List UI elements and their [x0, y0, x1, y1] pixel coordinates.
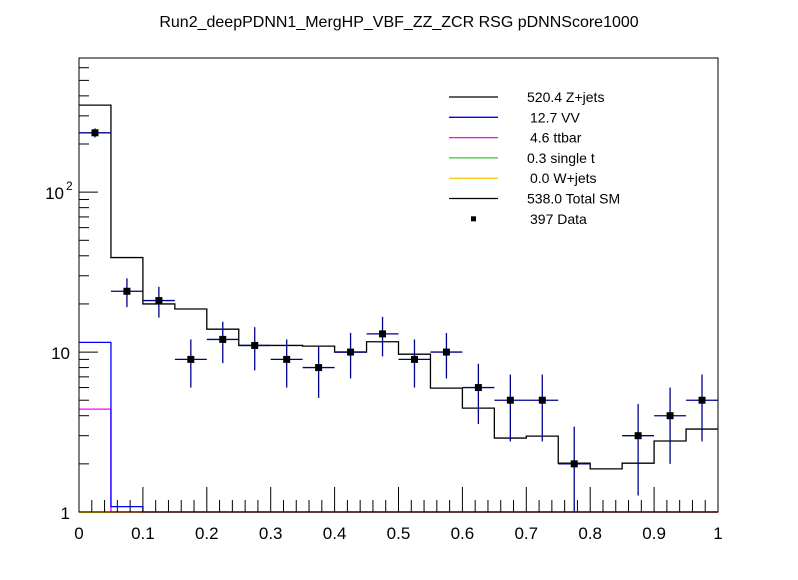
x-tick-label: 0.2 [195, 524, 219, 543]
legend-label: 4.6 ttbar [530, 130, 582, 146]
data-point [506, 396, 514, 404]
x-tick-label: 0.4 [323, 524, 347, 543]
x-tick-label: 1 [713, 524, 722, 543]
x-tick-label: 0.9 [642, 524, 666, 543]
x-tick-label: 0.7 [514, 524, 538, 543]
y-tick-label: 10 [45, 184, 64, 203]
data-point [91, 129, 99, 137]
data-point [219, 335, 227, 343]
legend-label: 12.7 VV [530, 109, 580, 125]
x-tick-label: 0.6 [451, 524, 475, 543]
data-point [155, 297, 163, 305]
data-point [283, 355, 291, 363]
series-total-sm [79, 104, 718, 470]
data-point [410, 355, 418, 363]
data-point [474, 384, 482, 392]
data-point [698, 396, 706, 404]
data-point [347, 348, 355, 356]
data-point [570, 460, 578, 468]
data-point [634, 432, 642, 440]
legend: 520.4 Z+jets 12.7 VV 4.6 ttbar 0.3 single t… [449, 89, 620, 227]
x-tick-label: 0 [74, 524, 83, 543]
data-point [187, 355, 195, 363]
data-point [379, 330, 387, 338]
data-point [123, 287, 131, 295]
plot-area [79, 104, 718, 513]
legend-label: 397 Data [530, 211, 587, 227]
legend-label: 538.0 Total SM [527, 191, 620, 207]
legend-label: 0.0 W+jets [530, 170, 597, 186]
plot-frame [78, 57, 719, 513]
data-point [315, 364, 323, 372]
data-point [666, 412, 674, 420]
data-point [538, 396, 546, 404]
legend-label: 520.4 Z+jets [527, 89, 604, 105]
x-tick-label: 0.3 [259, 524, 283, 543]
x-tick-label: 0.1 [131, 524, 155, 543]
chart-title: Run2_deepPDNN1_MergHP_VBF_ZZ_ZCR RSG pDN… [159, 14, 638, 31]
x-tick-label: 0.5 [387, 524, 411, 543]
data-point [442, 348, 450, 356]
legend-label: 0.3 single t [527, 150, 595, 166]
y-tick-label: 1 [61, 504, 70, 523]
data-point [251, 341, 259, 349]
legend-marker [471, 216, 476, 222]
series-vv [79, 341, 718, 513]
y-tick-label: 10 [51, 344, 70, 363]
y-tick-exponent: 2 [66, 179, 73, 193]
x-tick-label: 0.8 [578, 524, 602, 543]
